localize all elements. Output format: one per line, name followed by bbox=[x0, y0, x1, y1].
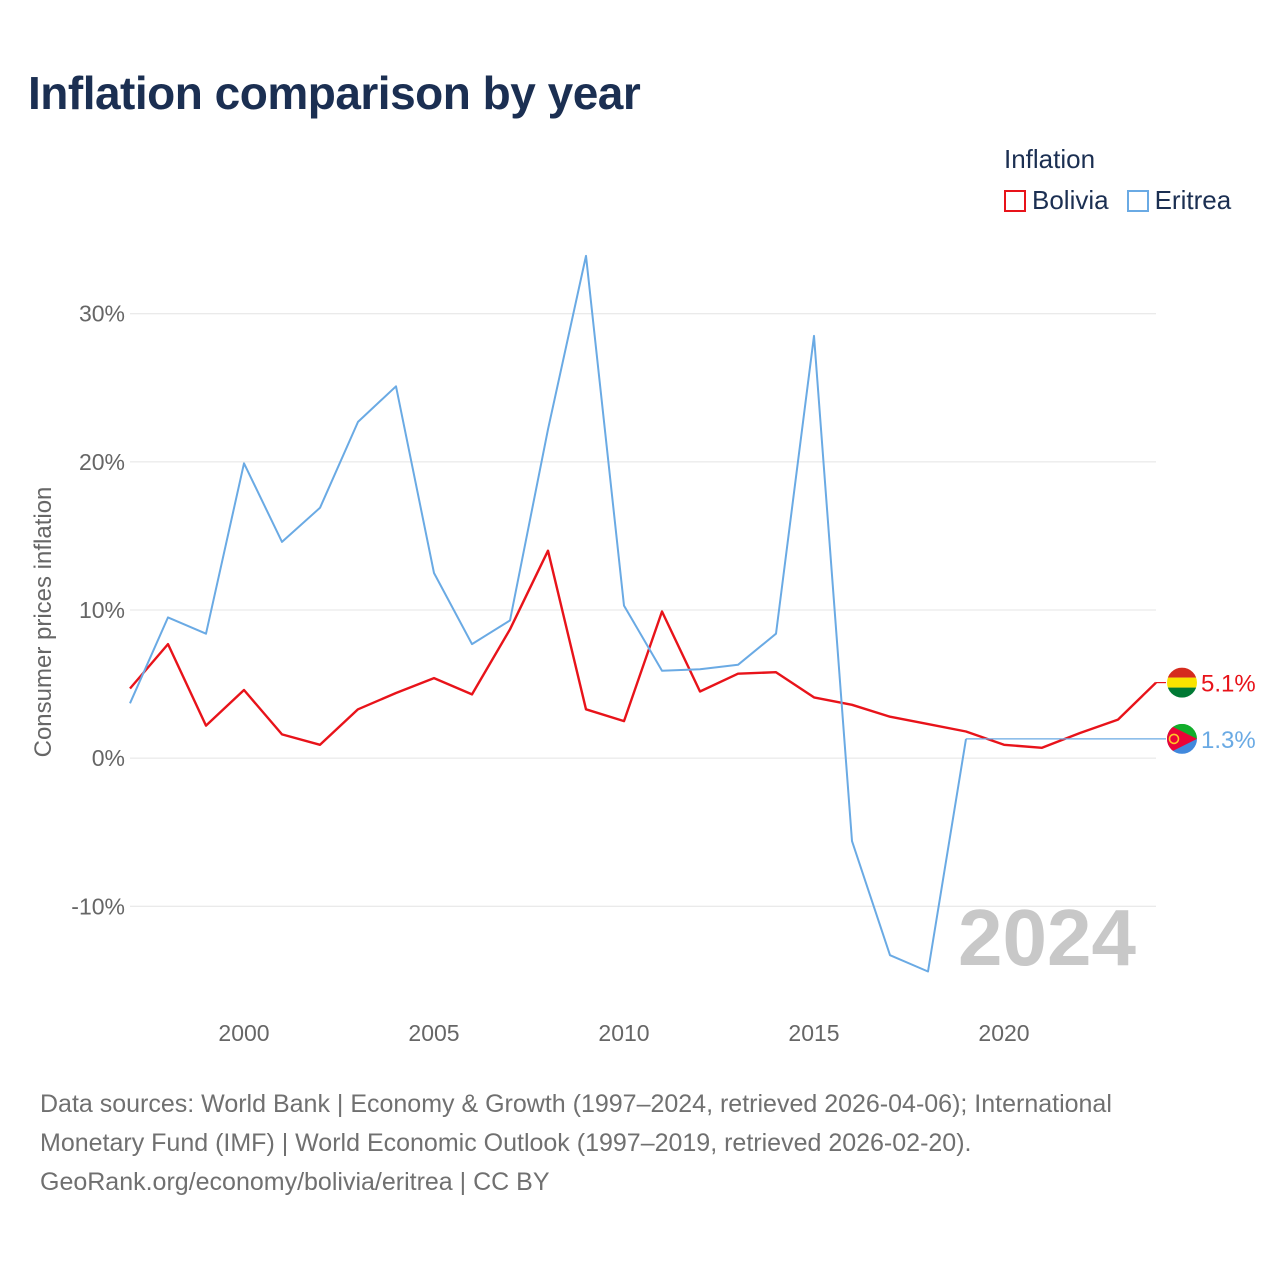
series-line-bolivia bbox=[129, 549, 1157, 749]
legend-label-eritrea: Eritrea bbox=[1154, 185, 1232, 215]
y-axis-label: Consumer prices inflation bbox=[30, 487, 57, 758]
legend-label-bolivia: Bolivia bbox=[1032, 185, 1109, 215]
legend: Inflation Bolivia Eritrea bbox=[1004, 144, 1231, 216]
x-tick-label: 2005 bbox=[408, 1020, 459, 1046]
x-tick-label: 2020 bbox=[978, 1020, 1029, 1046]
bolivia-flag-icon bbox=[1167, 667, 1197, 698]
end-label-eritrea: 1.3% bbox=[1201, 727, 1256, 754]
y-tick-label: 20% bbox=[79, 449, 125, 475]
end-label-bolivia: 5.1% bbox=[1201, 671, 1256, 698]
legend-swatch-eritrea bbox=[1126, 189, 1149, 212]
series-line-eritrea bbox=[129, 254, 967, 973]
y-tick-label: 0% bbox=[92, 745, 125, 771]
x-tick-label: 2010 bbox=[598, 1020, 649, 1046]
line-chart: -10% 0% 10% 20% 30% 2000 2005 2010 2015 2020 Consu… bbox=[30, 254, 1256, 1046]
footer-credit: GeoRank.org/economy/bolivia/eritrea | CC… bbox=[40, 1168, 550, 1196]
y-tick-label: 30% bbox=[79, 301, 125, 327]
x-tick-label: 2000 bbox=[218, 1020, 269, 1046]
footer-sources-line1: Data sources: World Bank | Economy & Gro… bbox=[40, 1090, 1112, 1118]
year-watermark: 2024 bbox=[958, 893, 1136, 982]
y-tick-label: -10% bbox=[71, 893, 125, 919]
legend-title: Inflation bbox=[1004, 144, 1096, 174]
footer: Data sources: World Bank | Economy & Gro… bbox=[40, 1085, 1240, 1202]
chart-title: Inflation comparison by year bbox=[28, 67, 641, 119]
legend-item-eritrea[interactable]: Eritrea bbox=[1126, 185, 1232, 216]
eritrea-flag-icon bbox=[1167, 723, 1197, 754]
y-tick-label: 10% bbox=[79, 597, 125, 623]
footer-sources-line2: Monetary Fund (IMF) | World Economic Out… bbox=[40, 1129, 972, 1157]
x-tick-label: 2015 bbox=[788, 1020, 839, 1046]
legend-swatch-bolivia bbox=[1004, 189, 1026, 212]
legend-item-bolivia[interactable]: Bolivia bbox=[1004, 185, 1109, 216]
